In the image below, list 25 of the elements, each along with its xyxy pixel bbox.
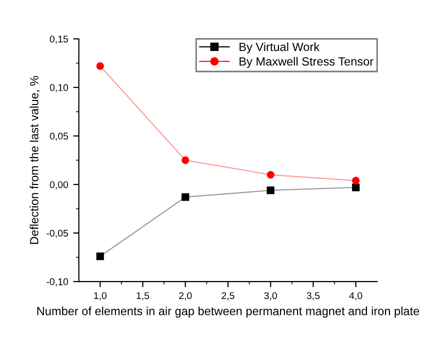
x-tick-label: 1,0 <box>94 292 107 300</box>
y-tick-label: 0,15 <box>50 36 68 44</box>
point <box>96 252 104 260</box>
point <box>96 62 104 70</box>
legend-label: By Virtual Work <box>240 42 320 54</box>
y-axis-title: Deflection from the last value, % <box>30 76 40 244</box>
point <box>352 184 360 192</box>
point <box>182 193 190 201</box>
y-tick-label: -0,10 <box>46 278 68 286</box>
x-tick-label: 2,5 <box>222 292 234 300</box>
point <box>266 170 274 179</box>
x-tick-label: 4,0 <box>349 292 362 300</box>
x-tick-label: 3,0 <box>264 292 277 300</box>
x-tick-label: 1,5 <box>136 292 150 300</box>
x-tick-label: 3,5 <box>306 292 320 300</box>
y-tick-label: 0,05 <box>50 132 68 141</box>
point <box>266 186 274 194</box>
point <box>352 176 360 184</box>
x-tick-label: 2,0 <box>179 292 192 300</box>
y-tick-label: -0,05 <box>46 230 68 238</box>
y-tick-label: 0,00 <box>50 181 68 190</box>
point <box>182 156 190 164</box>
y-tick-label: 0,10 <box>50 84 68 92</box>
legend-label: By Maxwell Stress Tensor <box>240 56 374 68</box>
x-axis-title: Number of elements in air gap between permanent magnet and iron plate <box>37 306 420 318</box>
